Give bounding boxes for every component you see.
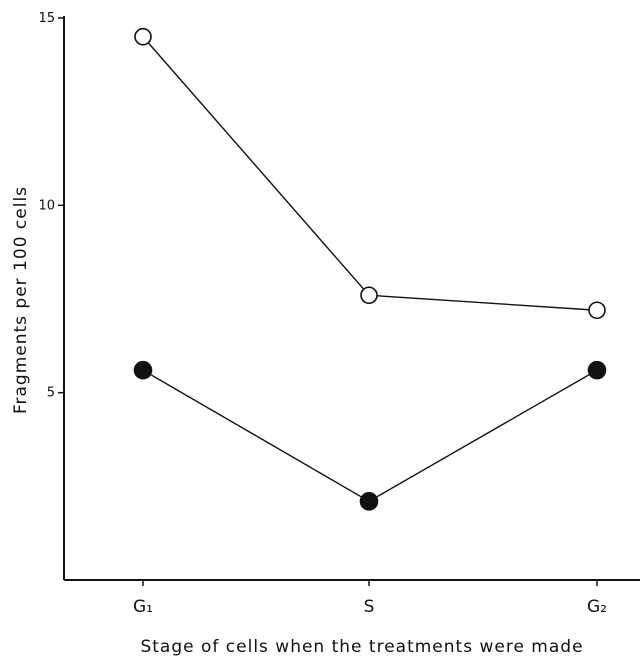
data-point-filled-3 xyxy=(587,360,607,380)
data-point-filled-2 xyxy=(359,492,379,511)
x-tick-label: S xyxy=(364,597,375,617)
y-tick-label: 10 xyxy=(38,198,55,213)
y-tick-label: 5 xyxy=(47,386,55,401)
series-group xyxy=(133,27,607,511)
y-axis-label: Fragments per 100 cells xyxy=(11,186,31,414)
series-line-1 xyxy=(142,36,598,311)
x-ticks: G₁ S G₂ xyxy=(133,580,607,617)
data-point-open-2 xyxy=(360,286,378,305)
data-point-filled-1 xyxy=(133,360,153,380)
y-tick-label: 15 xyxy=(38,11,55,26)
x-tick-label: G₁ xyxy=(133,597,153,617)
data-point-open-1 xyxy=(134,27,152,46)
x-tick-label: G₂ xyxy=(587,597,607,617)
axes xyxy=(63,16,640,581)
y-ticks: 5 10 15 xyxy=(38,11,64,401)
x-axis-label: Stage of cells when the treatments were … xyxy=(140,637,583,657)
data-point-open-3 xyxy=(588,301,606,320)
series-line-2 xyxy=(142,369,598,503)
